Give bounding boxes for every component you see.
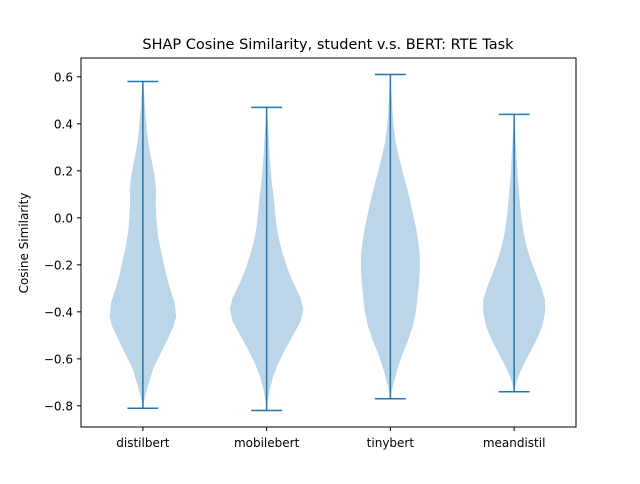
y-tick-label: −0.6	[44, 352, 73, 366]
axis-layer: −0.8 −0.6 −0.4 −0.2 0.0 0.2 0.4 0.6 distilbert mo…	[44, 70, 546, 450]
y-tick-label: 0.6	[54, 70, 73, 84]
y-axis-label: Cosine Similarity	[17, 193, 31, 294]
plot-frame	[80, 57, 577, 428]
y-tick-label: 0.4	[54, 117, 73, 131]
x-tick-label: mobilebert	[234, 436, 300, 450]
y-tick-label: −0.4	[44, 305, 73, 319]
chart-title: SHAP Cosine Similarity, student v.s. BER…	[142, 37, 514, 53]
x-tick-label: meandistil	[483, 436, 546, 450]
violin-layer	[109, 73, 546, 412]
y-tick-label: 0.2	[54, 164, 73, 178]
y-tick-label: 0.0	[54, 211, 73, 225]
y-tick-label: −0.8	[44, 399, 73, 413]
y-tick-label: −0.2	[44, 258, 73, 272]
x-tick-label: distilbert	[116, 436, 170, 450]
x-tick-label: tinybert	[367, 436, 415, 450]
